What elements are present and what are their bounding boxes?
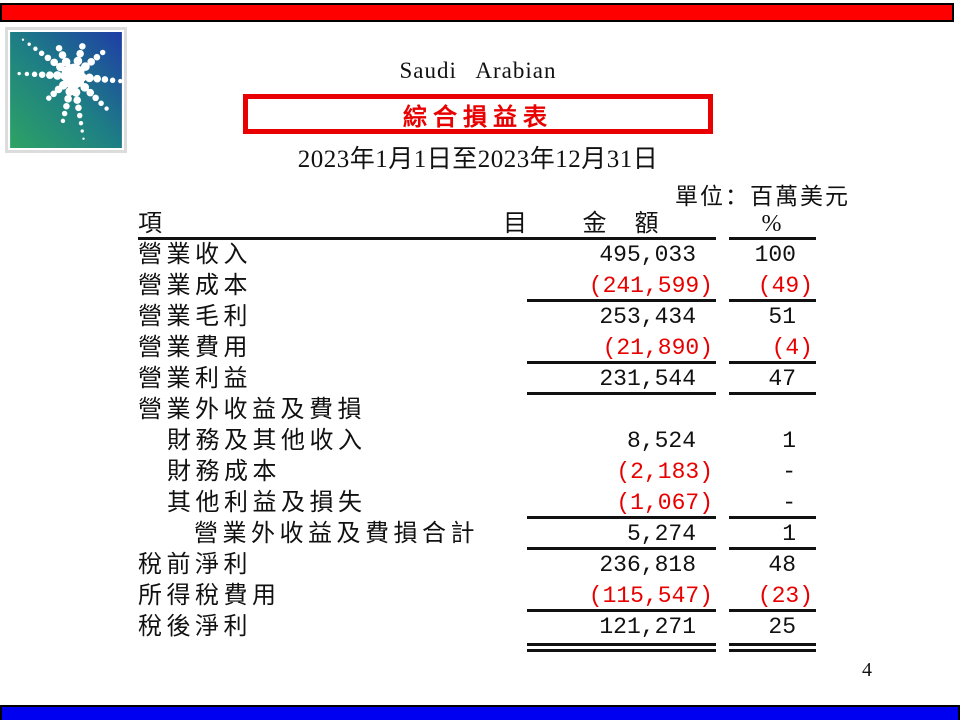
- header-percent: %: [729, 209, 816, 240]
- row-label: 營業成本: [138, 273, 252, 299]
- table-row: 財務成本 (2,183) -: [138, 457, 818, 488]
- page-number: 4: [862, 659, 872, 681]
- row-label: 營業利益: [138, 366, 252, 392]
- row-amount: 236,818: [599, 552, 696, 578]
- period-line: 2023年1月1日至2023年12月31日: [297, 146, 659, 173]
- row-label: 營業外收益及費損合計: [194, 521, 479, 547]
- row-amount: 121,271: [599, 614, 696, 640]
- row-label: 稅後淨利: [138, 614, 252, 640]
- row-amount: (115,547): [527, 581, 716, 612]
- row-amount: [527, 395, 716, 426]
- row-percent: (49): [729, 271, 816, 302]
- table-body: 營業收入 495,033 100 營業成本 (241,599) (49) 營業毛…: [138, 240, 818, 643]
- row-label: 財務成本: [167, 459, 281, 485]
- header-item-left: 項: [138, 211, 162, 237]
- row-amount: 5,274: [527, 519, 716, 550]
- row-percent: [729, 395, 816, 426]
- row-percent: 1: [729, 519, 816, 550]
- income-statement-table: 項 目 金 額 % 營業收入 495,033 100 營業成本 (241,599…: [138, 209, 818, 655]
- report-title-box: 綜合損益表: [243, 94, 713, 134]
- row-label: 稅前淨利: [138, 552, 252, 578]
- table-row: 營業毛利 253,434 51: [138, 302, 818, 333]
- header-item: 項 目: [138, 209, 527, 240]
- table-row: 營業收入 495,033 100: [138, 240, 818, 271]
- top-red-bar: [0, 3, 954, 22]
- aramco-star-icon: [10, 32, 122, 148]
- row-amount: 231,544: [527, 364, 716, 395]
- row-percent: -: [729, 488, 816, 519]
- row-percent: -: [782, 459, 796, 485]
- row-percent: 51: [768, 304, 796, 330]
- row-label: 營業收入: [138, 242, 252, 268]
- row-label: 所得稅費用: [138, 583, 281, 609]
- unit-note: 單位：百萬美元: [675, 184, 850, 209]
- report-title: 綜合損益表: [403, 104, 553, 131]
- row-percent: (23): [729, 581, 816, 612]
- row-amount: 8,524: [626, 428, 696, 454]
- table-row: 稅前淨利 236,818 48: [138, 550, 818, 581]
- row-label: 其他利益及損失: [167, 490, 367, 516]
- table-row: 所得稅費用 (115,547) (23): [138, 581, 818, 612]
- table-header-row: 項 目 金 額 %: [138, 209, 818, 240]
- row-amount: (1,067): [527, 488, 716, 519]
- row-percent: 100: [754, 242, 796, 268]
- double-rule-amount: [527, 643, 716, 652]
- bottom-blue-bar: [0, 705, 960, 720]
- company-title: Saudi Arabian: [399, 58, 557, 83]
- table-row: 營業利益 231,544 47: [138, 364, 818, 395]
- table-row: 營業外收益及費損: [138, 395, 818, 426]
- table-row: 營業外收益及費損合計 5,274 1: [138, 519, 818, 550]
- row-label: 營業毛利: [138, 304, 252, 330]
- header-item-right: 目: [503, 211, 527, 237]
- row-label: 營業費用: [138, 335, 252, 361]
- row-amount: 253,434: [599, 304, 696, 330]
- row-amount: (241,599): [527, 271, 716, 302]
- table-row: 營業成本 (241,599) (49): [138, 271, 818, 302]
- double-rule-percent: [729, 643, 816, 652]
- table-row: 稅後淨利 121,271 25: [138, 612, 818, 643]
- row-label: 財務及其他收入: [167, 428, 367, 454]
- row-amount: (21,890): [527, 333, 716, 364]
- row-percent: (4): [729, 333, 816, 364]
- row-percent: 1: [782, 428, 796, 454]
- header-amount: 金 額: [527, 209, 716, 240]
- row-amount: 495,033: [599, 242, 696, 268]
- row-percent: 25: [768, 614, 796, 640]
- table-row: 營業費用 (21,890) (4): [138, 333, 818, 364]
- row-percent: 47: [729, 364, 816, 395]
- row-percent: 48: [768, 552, 796, 578]
- row-amount: (2,183): [616, 459, 713, 485]
- aramco-star-logo: [5, 27, 127, 153]
- row-label: 營業外收益及費損: [138, 397, 366, 423]
- table-row: 其他利益及損失 (1,067) -: [138, 488, 818, 519]
- total-double-rule: [138, 643, 818, 655]
- table-row: 財務及其他收入 8,524 1: [138, 426, 818, 457]
